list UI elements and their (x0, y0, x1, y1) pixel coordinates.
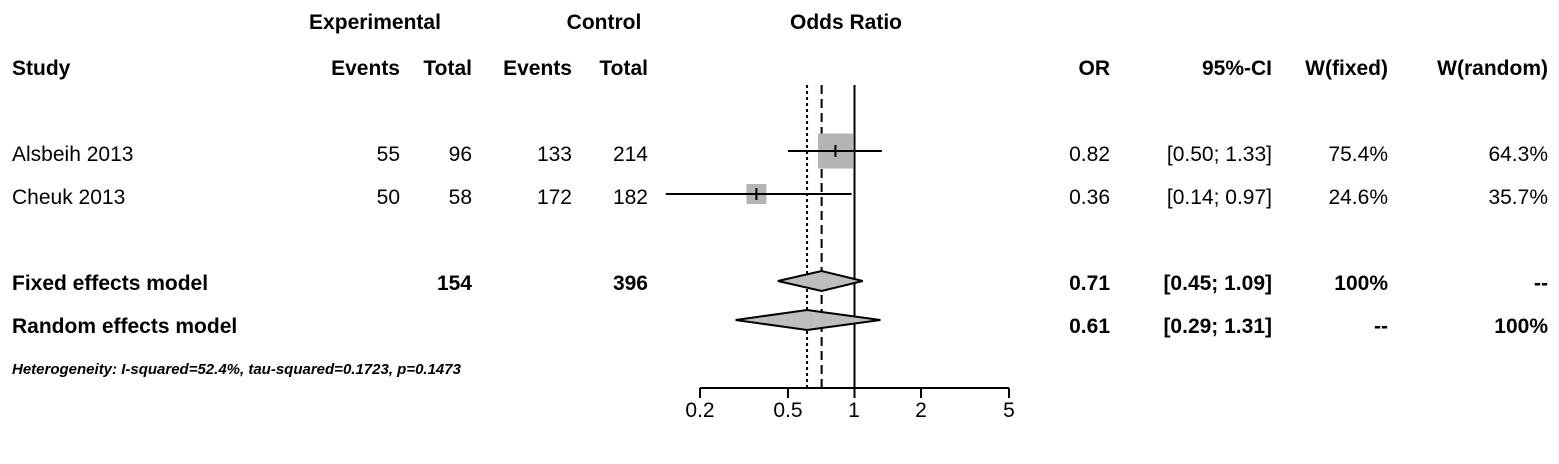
fixed-or: 0.71 (1069, 272, 1110, 295)
header-control: Control (566, 11, 642, 34)
header-ctrl-events: Events (503, 57, 572, 80)
heterogeneity-text: Heterogeneity: I-squared=52.4%, tau-squa… (12, 361, 461, 378)
random-or: 0.61 (1069, 315, 1110, 338)
exp-events: 50 (376, 186, 400, 209)
header-experimental: Experimental (309, 11, 441, 34)
random-wfixed: -- (1374, 315, 1388, 338)
fixed-ci: [0.45; 1.09] (1163, 272, 1272, 295)
random-model-label: Random effects model (12, 315, 238, 338)
header-exp-total: Total (423, 57, 472, 80)
fixed-exp-total: 154 (436, 272, 472, 295)
header-wrandom: W(random) (1437, 57, 1548, 80)
exp-total: 96 (448, 143, 472, 166)
or-value: 0.36 (1069, 186, 1110, 209)
wrandom-value: 35.7% (1488, 186, 1548, 209)
fixed-wrandom: -- (1534, 272, 1548, 295)
header-study: Study (12, 57, 71, 80)
study-name: Cheuk 2013 (12, 186, 126, 209)
study-name: Alsbeih 2013 (12, 143, 134, 166)
ci-value: [0.14; 0.97] (1166, 186, 1272, 209)
header-or: OR (1078, 57, 1111, 80)
header-ci: 95%-CI (1201, 57, 1272, 80)
wrandom-value: 64.3% (1488, 143, 1548, 166)
ctrl-total: 214 (612, 143, 648, 166)
wfixed-value: 75.4% (1328, 143, 1388, 166)
ctrl-total: 182 (612, 186, 648, 209)
fixed-diamond (777, 269, 864, 293)
random-wrandom: 100% (1494, 315, 1548, 338)
ctrl-events: 172 (536, 186, 572, 209)
ctrl-events: 133 (536, 143, 572, 166)
header-ctrl-total: Total (599, 57, 648, 80)
header-wfixed: W(fixed) (1305, 57, 1388, 80)
exp-total: 58 (448, 186, 472, 209)
fixed-model-label: Fixed effects model (12, 272, 209, 295)
tick-label: 0.5 (773, 399, 803, 422)
exp-events: 55 (376, 143, 400, 166)
header-exp-events: Events (331, 57, 400, 80)
wfixed-value: 24.6% (1328, 186, 1388, 209)
or-value: 0.82 (1069, 143, 1110, 166)
random-diamond (735, 308, 881, 332)
fixed-wfixed: 100% (1334, 272, 1388, 295)
tick-label: 0.2 (685, 399, 715, 422)
chart-title: Odds Ratio (789, 11, 903, 34)
random-ci: [0.29; 1.31] (1163, 315, 1272, 338)
tick-label: 2 (915, 399, 927, 422)
tick-label: 5 (1003, 399, 1015, 422)
tick-label: 1 (848, 399, 860, 422)
fixed-ctrl-total: 396 (612, 272, 648, 295)
ci-value: [0.50; 1.33] (1166, 143, 1272, 166)
